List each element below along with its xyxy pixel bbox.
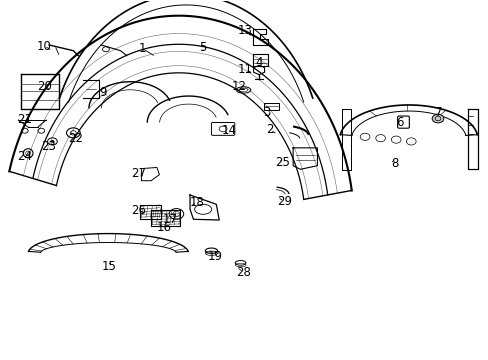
Text: 18: 18 bbox=[189, 195, 204, 209]
Text: 27: 27 bbox=[131, 167, 146, 180]
Text: 2: 2 bbox=[266, 123, 273, 136]
Text: 24: 24 bbox=[17, 150, 32, 163]
Text: 16: 16 bbox=[157, 221, 171, 234]
Text: 6: 6 bbox=[396, 116, 403, 129]
Text: 15: 15 bbox=[102, 260, 117, 273]
Text: 8: 8 bbox=[391, 157, 398, 170]
Text: 10: 10 bbox=[37, 40, 52, 53]
Text: 28: 28 bbox=[236, 266, 250, 279]
Text: 14: 14 bbox=[221, 124, 236, 137]
Text: 25: 25 bbox=[274, 156, 289, 169]
Text: 12: 12 bbox=[232, 80, 246, 93]
Circle shape bbox=[431, 114, 443, 123]
Text: 20: 20 bbox=[37, 80, 52, 93]
Text: 29: 29 bbox=[276, 195, 291, 208]
Text: 4: 4 bbox=[255, 56, 262, 69]
Text: 9: 9 bbox=[100, 86, 107, 99]
Text: 23: 23 bbox=[41, 140, 56, 153]
Text: 5: 5 bbox=[199, 41, 206, 54]
Text: 26: 26 bbox=[131, 204, 146, 217]
Text: 11: 11 bbox=[238, 63, 252, 76]
Text: 19: 19 bbox=[207, 250, 223, 263]
Text: 17: 17 bbox=[163, 213, 178, 226]
Text: 3: 3 bbox=[263, 105, 270, 119]
Text: 1: 1 bbox=[139, 42, 146, 55]
Text: 7: 7 bbox=[434, 105, 442, 119]
Text: 21: 21 bbox=[17, 113, 32, 126]
Circle shape bbox=[50, 140, 54, 143]
Text: 13: 13 bbox=[238, 24, 252, 37]
Text: 22: 22 bbox=[68, 132, 82, 145]
